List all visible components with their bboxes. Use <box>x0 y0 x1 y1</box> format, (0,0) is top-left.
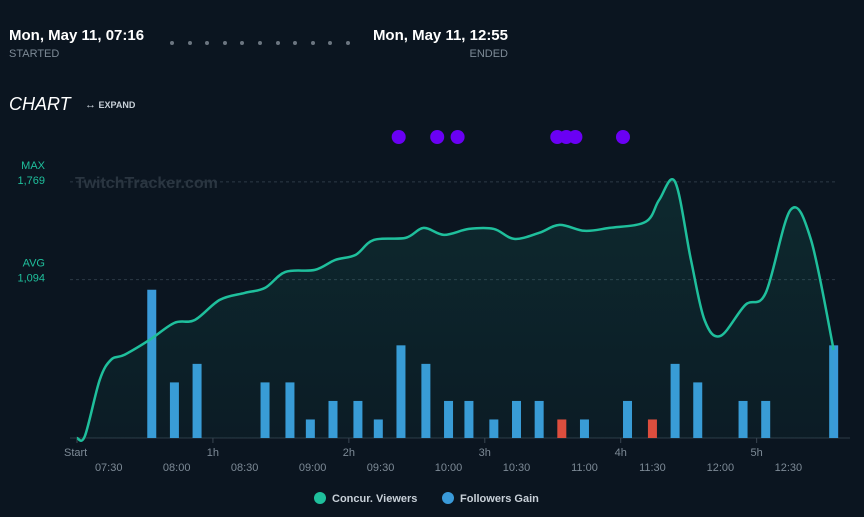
event-marker <box>450 130 465 144</box>
event-marker <box>430 130 445 144</box>
legend-swatch <box>442 492 454 504</box>
x2-tick-label: 12:30 <box>775 462 803 474</box>
reference-value: 1,094 <box>17 273 45 285</box>
x-tick-label: Start <box>64 447 87 459</box>
x-tick-label: 4h <box>615 447 627 459</box>
x2-tick-label: 10:00 <box>435 462 463 474</box>
event-marker <box>391 130 406 144</box>
section-title: CHART <box>9 94 71 114</box>
end-time: Mon, May 11, 12:55 <box>372 27 508 44</box>
x-tick-label: 3h <box>479 447 491 459</box>
x2-tick-label: 09:00 <box>299 462 327 474</box>
start-time: Mon, May 11, 07:16 <box>9 27 145 44</box>
timeline-dots <box>170 41 350 45</box>
reference-value: 1,769 <box>17 175 45 187</box>
reference-label: AVG <box>23 258 45 270</box>
reference-label: MAX <box>21 160 46 172</box>
x2-tick-label: 07:30 <box>95 462 123 474</box>
x2-tick-label: 11:00 <box>571 462 598 474</box>
x-tick-label: 5h <box>751 447 763 459</box>
legend-label: Followers Gain <box>460 493 539 505</box>
x2-tick-label: 08:30 <box>231 462 259 474</box>
x-tick-label: 1h <box>207 447 219 459</box>
legend-label: Concur. Viewers <box>332 493 417 505</box>
x2-tick-label: 09:30 <box>367 462 395 474</box>
event-marker <box>615 130 630 144</box>
x-tick-label: 2h <box>343 447 355 459</box>
x2-tick-label: 08:00 <box>163 462 191 474</box>
expand-label: EXPAND <box>98 100 136 110</box>
expand-button[interactable]: ↔ EXPAND <box>85 99 136 111</box>
watermark: TwitchTracker.com <box>75 175 218 192</box>
x2-tick-label: 10:30 <box>503 462 531 474</box>
start-label: STARTED <box>9 48 60 60</box>
viewers-line <box>76 178 835 442</box>
viewers-area <box>77 179 834 441</box>
end-label: ENDED <box>469 48 508 60</box>
event-marker <box>568 130 583 144</box>
x2-tick-label: 12:00 <box>707 462 735 474</box>
legend-swatch <box>314 492 326 504</box>
x2-tick-label: 11:30 <box>639 462 666 474</box>
